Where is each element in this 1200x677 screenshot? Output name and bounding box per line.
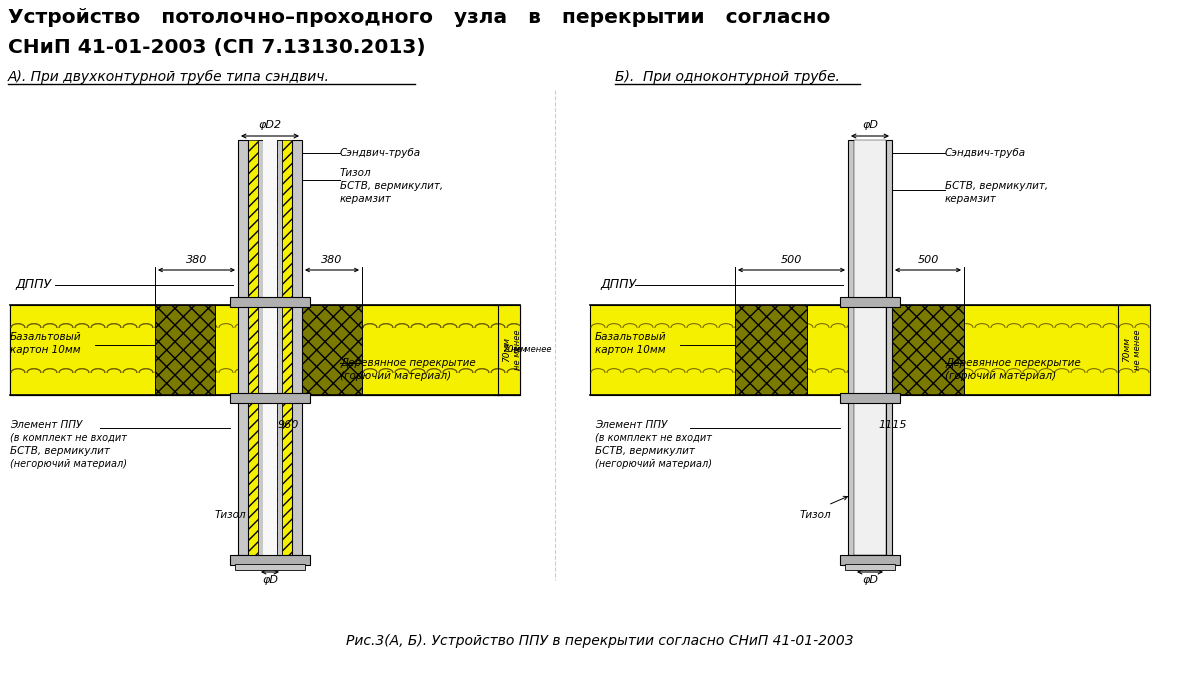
Text: 500: 500 [917, 255, 938, 265]
Text: 960: 960 [278, 420, 299, 430]
Text: Элемент ППУ: Элемент ППУ [10, 420, 83, 430]
Bar [235, 564, 305, 570]
Text: φD: φD [262, 575, 278, 585]
Bar [854, 140, 886, 555]
Text: Сэндвич-труба: Сэндвич-труба [340, 148, 421, 158]
Bar [277, 140, 282, 555]
Bar [230, 555, 310, 565]
Text: Деревянное перекрытие: Деревянное перекрытие [340, 358, 475, 368]
Text: 380: 380 [186, 255, 208, 265]
Text: БСТВ, вермикулит,: БСТВ, вермикулит, [340, 181, 443, 191]
Bar [302, 305, 362, 395]
Text: 1115: 1115 [878, 420, 906, 430]
Bar [892, 305, 964, 395]
Text: не менее: не менее [514, 330, 522, 370]
Bar [258, 140, 263, 555]
Bar [886, 140, 892, 555]
Text: (в комплект не входит: (в комплект не входит [595, 433, 712, 443]
Text: картон 10мм: картон 10мм [10, 345, 80, 355]
Bar [734, 305, 808, 395]
Bar [840, 555, 900, 565]
Text: (негорючий материал): (негорючий материал) [10, 459, 127, 469]
Text: φD: φD [862, 120, 878, 130]
Text: не менее: не менее [1133, 330, 1142, 370]
Text: Тизол: Тизол [800, 510, 832, 520]
Text: Сэндвич-труба: Сэндвич-труба [946, 148, 1026, 158]
Text: (горючий материал): (горючий материал) [946, 371, 1056, 381]
Bar [230, 393, 310, 403]
Bar [302, 305, 362, 395]
Bar [590, 305, 1150, 395]
Bar [263, 140, 277, 555]
Text: 70мм: 70мм [1122, 338, 1132, 362]
Text: БСТВ, вермикулит: БСТВ, вермикулит [10, 446, 110, 456]
Text: БСТВ, вермикулит: БСТВ, вермикулит [595, 446, 695, 456]
Bar [248, 140, 292, 555]
Bar [238, 140, 248, 555]
Bar [840, 297, 900, 307]
Text: 70мм: 70мм [502, 338, 511, 362]
Text: ДППУ: ДППУ [14, 278, 52, 291]
Text: Базальтовый: Базальтовый [595, 332, 667, 342]
Text: Тизол: Тизол [215, 510, 247, 520]
Bar [845, 564, 895, 570]
Text: 380: 380 [322, 255, 343, 265]
Text: картон 10мм: картон 10мм [595, 345, 666, 355]
Text: Устройство   потолочно–проходного   узла   в   перекрытии   согласно: Устройство потолочно–проходного узла в п… [8, 8, 830, 27]
Text: А). При двухконтурной трубе типа сэндвич.: А). При двухконтурной трубе типа сэндвич… [8, 70, 330, 84]
Text: не менее: не менее [511, 345, 552, 355]
Text: Элемент ППУ: Элемент ППУ [595, 420, 667, 430]
Text: СНиП 41-01-2003 (СП 7.13130.2013): СНиП 41-01-2003 (СП 7.13130.2013) [8, 38, 426, 57]
Bar [362, 305, 520, 395]
Bar [155, 305, 215, 395]
Text: ДППУ: ДППУ [600, 278, 636, 291]
Text: φD: φD [862, 575, 878, 585]
Text: Базальтовый: Базальтовый [10, 332, 82, 342]
Text: Рис.3(А, Б). Устройство ППУ в перекрытии согласно СНиП 41-01-2003: Рис.3(А, Б). Устройство ППУ в перекрытии… [346, 634, 854, 648]
Text: Тизол: Тизол [340, 168, 372, 178]
Bar [848, 140, 854, 555]
Bar [292, 140, 302, 555]
Text: (горючий материал): (горючий материал) [340, 371, 451, 381]
Text: 70мм: 70мм [502, 345, 527, 355]
Bar [155, 305, 215, 395]
Bar [10, 305, 155, 395]
Text: (негорючий материал): (негорючий материал) [595, 459, 712, 469]
Bar [230, 297, 310, 307]
Text: Деревянное перекрытие: Деревянное перекрытие [946, 358, 1081, 368]
Text: Б).  При одноконтурной трубе.: Б). При одноконтурной трубе. [616, 70, 840, 84]
Text: 500: 500 [781, 255, 802, 265]
Text: φD2: φD2 [258, 120, 282, 130]
Bar [840, 393, 900, 403]
Text: (в комплект не входит: (в комплект не входит [10, 433, 127, 443]
Text: БСТВ, вермикулит,: БСТВ, вермикулит, [946, 181, 1048, 191]
Text: керамзит: керамзит [946, 194, 997, 204]
Text: керамзит: керамзит [340, 194, 391, 204]
Bar [10, 305, 520, 395]
